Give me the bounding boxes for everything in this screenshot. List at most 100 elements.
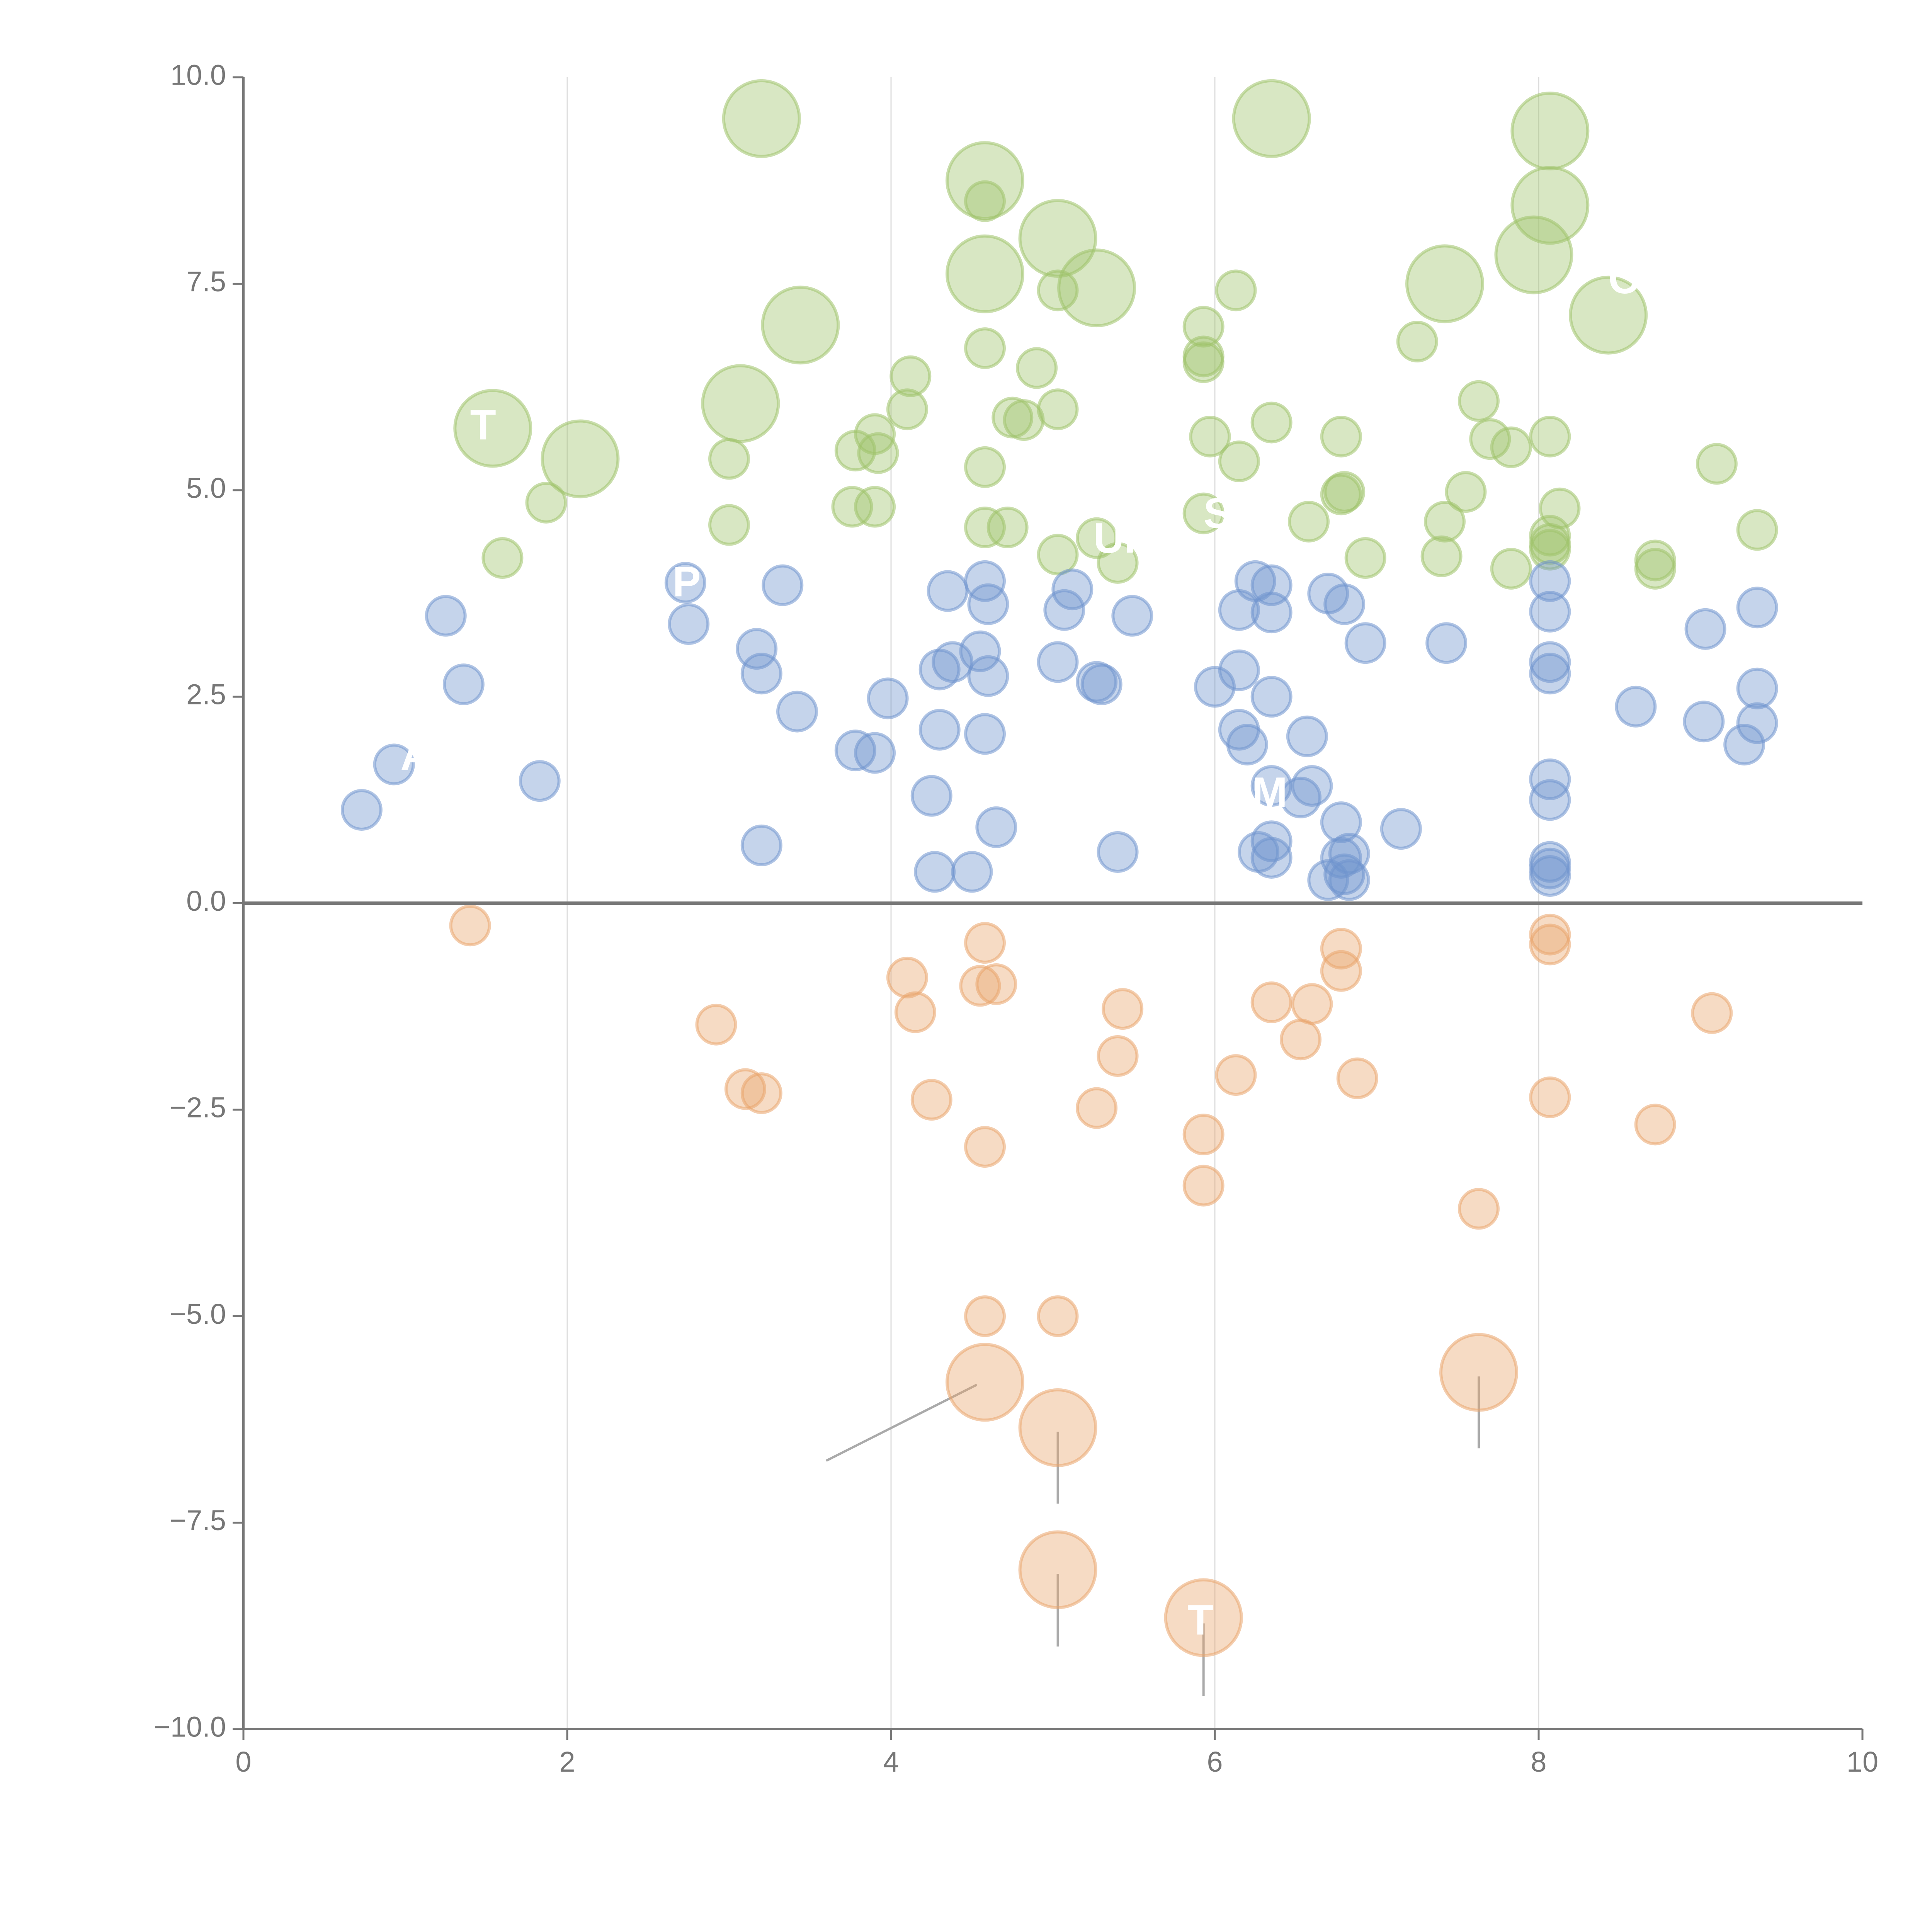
bubble-annotation: T [470, 401, 496, 449]
bubble-positive [1736, 587, 1778, 629]
bubble-strong-positive [1016, 347, 1058, 389]
bubble-positive [1111, 595, 1153, 637]
bubble-strong-positive [1218, 440, 1260, 482]
bubble-positive [1615, 685, 1657, 728]
bubble-positive [1194, 666, 1236, 708]
bubble-negative [1018, 1530, 1097, 1609]
bubble-strong-positive [1529, 529, 1571, 571]
bubble-negative [1529, 923, 1571, 966]
bubble-positive [1037, 641, 1079, 683]
annotation-leader-lines [826, 1376, 1480, 1696]
y-tick-label: 10.0 [170, 59, 226, 91]
x-tick-label: 10 [1847, 1746, 1878, 1778]
bubble-strong-positive [854, 486, 896, 528]
bubble-positive [1425, 622, 1468, 664]
bubble-strong-positive [1323, 471, 1366, 513]
bubble-positive [1218, 649, 1260, 691]
bubble-positive [1529, 590, 1571, 633]
bubble-strong-positive [1182, 306, 1225, 348]
bubble-positive [967, 583, 1009, 625]
bubble-positive [910, 775, 952, 817]
bubble-strong-positive [1057, 248, 1136, 328]
bubble-positive [1226, 724, 1268, 766]
bubble-strong-positive [453, 389, 532, 468]
bubble-annotation: O [1608, 255, 1641, 303]
bubble-strong-positive [1037, 534, 1079, 576]
bubble-annotations: T A AV P UP S M O T [400, 255, 1641, 1644]
bubble-negative [1182, 1165, 1225, 1207]
bubble-positive [1291, 765, 1333, 807]
bubble-negative [1529, 1076, 1571, 1118]
bubble-positive [340, 789, 383, 831]
bubble-strong-positive [701, 364, 780, 443]
bubble-positive [740, 824, 782, 866]
bubble-strong-positive [1420, 535, 1463, 577]
bubble-positive [1320, 837, 1362, 879]
bubble-strong-positive [1423, 500, 1466, 543]
bubble-positive [740, 653, 782, 695]
bubble-negative [1102, 988, 1144, 1030]
bubble-negative [695, 1003, 737, 1046]
bubble-positive [373, 743, 415, 786]
bubble-negative [1018, 1388, 1097, 1467]
bubble-positive [927, 570, 969, 612]
bubble-negative [1320, 928, 1362, 970]
bubble-negative [1439, 1333, 1518, 1412]
bubble-positive [1307, 859, 1349, 901]
bubble-strong-positive [889, 355, 932, 397]
bubble-positive [664, 562, 706, 604]
bubble-positive [736, 628, 778, 670]
bubble-strong-positive [964, 506, 1006, 548]
bubble-strong-positive [1445, 471, 1487, 513]
bubble-positive [1280, 776, 1322, 818]
bubble-strong-positive [1320, 473, 1362, 515]
bubble-negative [964, 1295, 1006, 1337]
bubble-strong-positive [1736, 509, 1778, 551]
bubble-positive [1529, 855, 1571, 897]
bubble-negative [1691, 992, 1733, 1034]
bubble-negative [975, 963, 1017, 1005]
bubble-positive [1097, 831, 1139, 873]
bubble-strong-positive [831, 486, 873, 528]
bubble-positive [762, 564, 804, 606]
bubble-positive [1380, 808, 1422, 850]
bubble-strong-positive [481, 537, 524, 579]
bubble-negative [1164, 1578, 1243, 1657]
bubble-positive [854, 732, 896, 774]
bubble-negative [1634, 1104, 1676, 1146]
bubble-annotation: UP [1094, 514, 1153, 562]
bubble-negative [1037, 1295, 1079, 1337]
bubble-negative [894, 991, 936, 1033]
bubble-positive [867, 677, 909, 719]
bubble-annotation: P [672, 558, 701, 606]
bubble-positive [1736, 667, 1778, 709]
bubble-negative [1458, 1188, 1500, 1230]
bubble-strong-positive [1189, 415, 1231, 457]
bubble-positive [964, 713, 1006, 755]
bubble-negative [1320, 950, 1362, 992]
x-tick-label: 2 [559, 1746, 575, 1778]
bubble-positive [425, 595, 467, 637]
bubble-positive [1328, 859, 1370, 901]
bubble-negative [910, 1079, 952, 1121]
bubbles [340, 79, 1778, 1657]
bubble-strong-positive [1510, 91, 1590, 170]
bubble-strong-positive [1634, 548, 1676, 590]
bubble-annotation: T [1187, 1596, 1213, 1644]
bubble-negative [1291, 983, 1333, 1025]
bubble-annotation: S [1204, 490, 1232, 537]
bubble-strong-positive [1182, 341, 1225, 383]
bubble-strong-positive [722, 79, 801, 158]
bubble-positive [1043, 589, 1085, 631]
bubble-strong-positive [857, 432, 899, 474]
bubble-positive [1051, 568, 1094, 611]
bubble-positive [668, 603, 710, 645]
bubble-positive [442, 663, 485, 706]
bubble-strong-positive [1405, 244, 1484, 323]
y-tick-label: −5.0 [170, 1298, 226, 1330]
bubble-positive [1529, 641, 1571, 683]
bubble-strong-positive [1510, 166, 1590, 245]
bubble-negative [964, 922, 1006, 964]
bubble-positive [1218, 589, 1260, 631]
